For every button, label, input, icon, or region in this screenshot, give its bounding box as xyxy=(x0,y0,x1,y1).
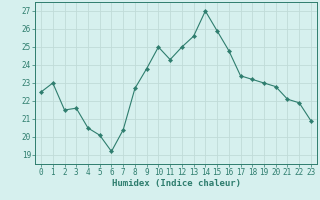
X-axis label: Humidex (Indice chaleur): Humidex (Indice chaleur) xyxy=(111,179,241,188)
